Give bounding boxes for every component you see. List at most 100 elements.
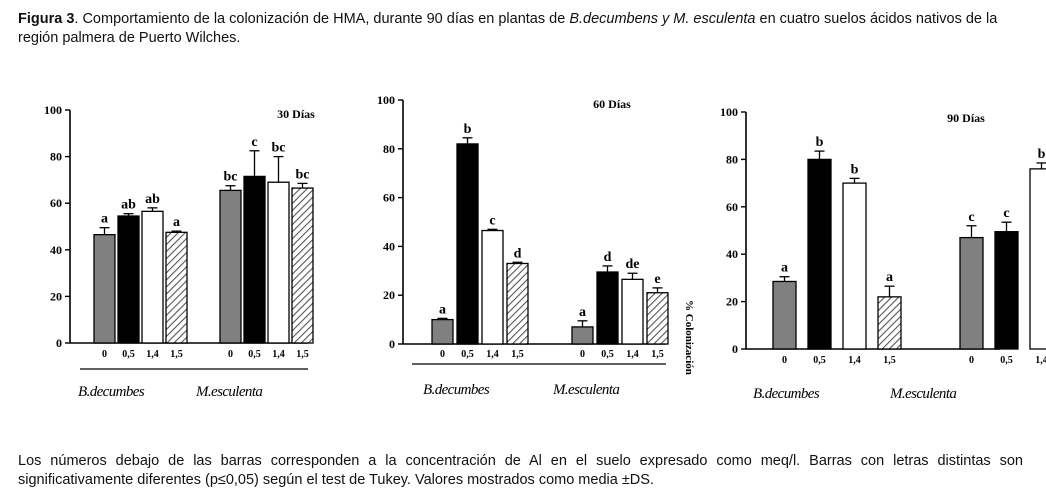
y-tick-label: 40 — [726, 247, 738, 261]
significance-letter: d — [604, 250, 612, 265]
category-label: 0 — [969, 355, 974, 366]
category-label: 0 — [228, 349, 233, 360]
category-label: 0 — [102, 349, 107, 360]
group-label: M.esculenta — [889, 386, 956, 402]
category-label: 1,5 — [296, 349, 309, 360]
bar — [267, 181, 290, 344]
significance-letter: a — [579, 305, 586, 320]
y-tick-label: 40 — [50, 243, 62, 257]
y-tick-label: 20 — [50, 289, 62, 303]
bar — [621, 278, 644, 345]
group-label: B.decumbes — [753, 386, 820, 402]
bar — [431, 318, 454, 345]
bar — [807, 158, 832, 350]
chart-title: 30 Días — [277, 107, 315, 121]
significance-letter: ab — [121, 198, 136, 213]
bar — [842, 182, 867, 350]
significance-letter: bc — [272, 141, 286, 156]
category-label: 0 — [440, 349, 445, 360]
significance-letter: de — [626, 257, 640, 272]
significance-letter: a — [886, 270, 893, 285]
y-tick-label: 60 — [50, 196, 62, 210]
figure-footnote: Los números debajo de las barras corresp… — [18, 453, 1023, 488]
bar — [506, 262, 529, 345]
significance-letter: ab — [145, 192, 160, 207]
y-tick-label: 20 — [383, 288, 395, 302]
bar — [571, 326, 594, 345]
category-label: 1,5 — [511, 349, 524, 360]
significance-letter: bc — [296, 167, 310, 182]
y-tick-label: 100 — [720, 105, 738, 119]
significance-letter: b — [1038, 147, 1046, 162]
chart-panel-1: 0 20 40 60 80 100 60 Días a 0 b 0,5 c 1,4 d 1,5 a 0 d 0,5 d… — [377, 93, 695, 398]
significance-letter: b — [464, 122, 472, 137]
y-tick-label: 0 — [389, 337, 395, 351]
significance-letter: a — [781, 261, 788, 276]
y-tick-label: 80 — [50, 150, 62, 164]
bar — [456, 143, 479, 345]
significance-letter: a — [101, 212, 108, 227]
category-label: 1,4 — [626, 349, 639, 360]
y-tick-label: 40 — [383, 239, 395, 253]
bar — [596, 271, 619, 345]
bar — [93, 234, 116, 344]
bar — [877, 296, 902, 350]
category-label: 1,4 — [146, 349, 159, 360]
category-label: 0 — [782, 355, 787, 366]
significance-letter: b — [851, 162, 859, 177]
category-label: 1,4 — [272, 349, 285, 360]
group-label: M.esculenta — [552, 382, 619, 398]
significance-letter: c — [489, 213, 495, 228]
significance-letter: c — [1003, 206, 1009, 221]
category-label: 0,5 — [122, 349, 135, 360]
bar — [959, 236, 984, 350]
significance-letter: a — [439, 302, 446, 317]
significance-letter: b — [816, 135, 824, 150]
category-label: 1,4 — [486, 349, 499, 360]
category-label: 1,5 — [651, 349, 664, 360]
y-tick-label: 0 — [732, 342, 738, 356]
category-label: 0,5 — [601, 349, 614, 360]
figure-caption: Figura 3. Comportamiento de la colonizac… — [18, 10, 1028, 48]
bar — [481, 229, 504, 345]
significance-letter: e — [654, 272, 660, 287]
category-label: 0,5 — [1000, 355, 1013, 366]
category-label: 1,4 — [1035, 355, 1046, 366]
y-tick-label: 100 — [377, 93, 395, 107]
bar — [117, 215, 140, 344]
caption-text-pre: . Comportamiento de la colonización de H… — [74, 11, 570, 27]
bar — [646, 292, 669, 345]
category-label: 1,5 — [170, 349, 183, 360]
significance-letter: a — [173, 215, 180, 230]
category-label: 1,4 — [848, 355, 861, 366]
category-label: 0 — [580, 349, 585, 360]
chart-panel-2: 0 20 40 60 80 100 90 Días a 0 b 0,5 b 1,4 a 1,5 c 0 c 0,5 b… — [720, 105, 1046, 402]
y-axis-label: % Colonización — [683, 300, 695, 375]
significance-letter: bc — [224, 170, 238, 185]
bar — [1029, 168, 1046, 350]
bar — [243, 175, 266, 344]
figure-label: Figura 3 — [18, 11, 75, 27]
bar — [219, 189, 242, 344]
caption-species: B.decumbens y M. esculenta — [569, 11, 756, 27]
significance-letter: d — [514, 246, 522, 261]
y-tick-label: 100 — [44, 103, 62, 117]
category-label: 0,5 — [813, 355, 826, 366]
bar — [994, 231, 1019, 350]
category-label: 0,5 — [461, 349, 474, 360]
significance-letter: c — [251, 135, 257, 150]
chart-panel-0: 0 20 40 60 80 100 30 Días a 0 ab 0,5 ab 1,4 a 1,5 bc 0 c 0… — [44, 103, 315, 400]
group-label: M.esculenta — [195, 384, 262, 400]
group-label: B.decumbes — [78, 384, 145, 400]
y-tick-label: 60 — [726, 200, 738, 214]
group-label: B.decumbes — [423, 382, 490, 398]
y-tick-label: 80 — [726, 152, 738, 166]
bar — [141, 210, 164, 344]
significance-letter: c — [968, 210, 974, 225]
y-tick-label: 80 — [383, 142, 395, 156]
bar — [165, 231, 188, 344]
y-tick-label: 20 — [726, 295, 738, 309]
chart-title: 60 Días — [593, 97, 631, 111]
y-tick-label: 0 — [56, 336, 62, 350]
